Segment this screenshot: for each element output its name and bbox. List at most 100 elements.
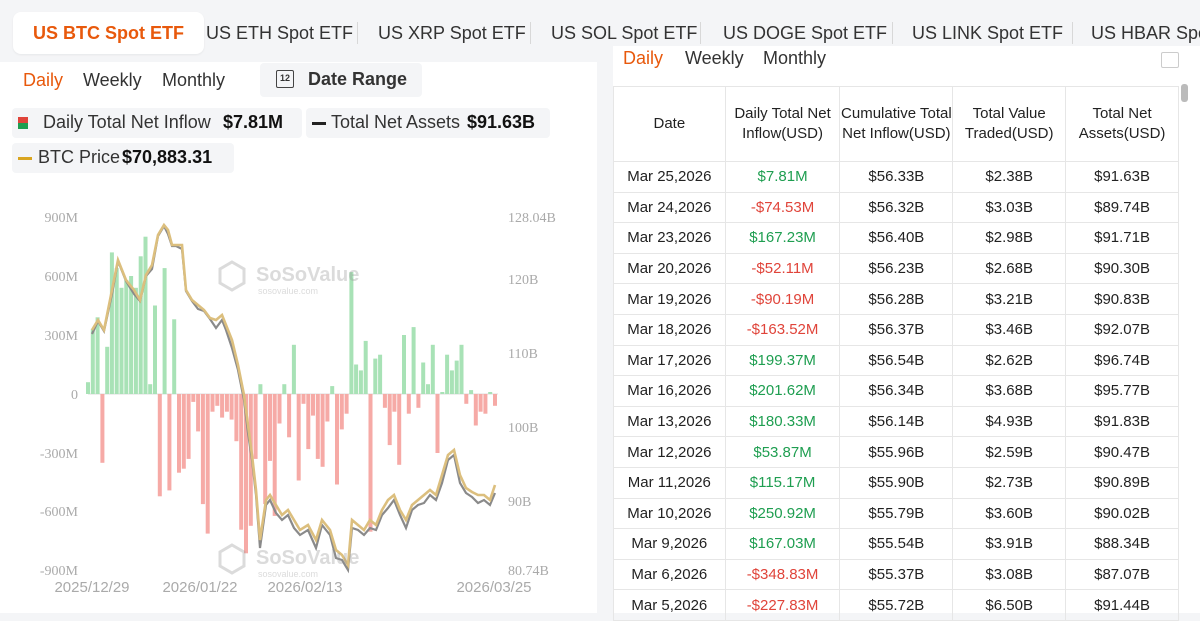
bar[interactable] xyxy=(382,394,387,408)
table-row[interactable]: Mar 5,2026 -$227.83M $55.72B $6.50B $91.44B xyxy=(613,589,1179,621)
table-row[interactable]: Mar 19,2026 -$90.19M $56.28B $3.21B $90.83B xyxy=(613,283,1179,315)
bar[interactable] xyxy=(296,394,301,481)
bar[interactable] xyxy=(493,394,497,406)
bar[interactable] xyxy=(378,354,383,394)
bar[interactable] xyxy=(459,344,464,394)
table-period-weekly[interactable]: Weekly xyxy=(685,48,744,68)
bar[interactable] xyxy=(119,287,124,394)
table-row[interactable]: Mar 10,2026 $250.92M $55.79B $3.60B $90.02B xyxy=(613,497,1179,530)
tab-us-hbar-spot-etf[interactable]: US HBAR Spot ETF xyxy=(1091,23,1200,43)
bar[interactable] xyxy=(416,394,421,408)
table-period-monthly[interactable]: Monthly xyxy=(763,48,827,68)
bar[interactable] xyxy=(301,394,306,404)
column-header-date[interactable]: Date xyxy=(613,86,726,162)
period-daily-button[interactable]: Daily xyxy=(23,70,64,90)
bar[interactable] xyxy=(148,384,153,394)
period-weekly-button[interactable]: Weekly xyxy=(83,70,142,90)
column-header-cumulative-inflow[interactable]: Cumulative Total Net Inflow(USD) xyxy=(839,86,954,162)
bar[interactable] xyxy=(86,382,90,394)
bar[interactable] xyxy=(373,358,378,394)
bar[interactable] xyxy=(153,305,157,395)
bar[interactable] xyxy=(196,394,201,432)
bar[interactable] xyxy=(181,394,186,469)
bar[interactable] xyxy=(387,394,392,446)
date-range-button[interactable]: 12 Date Range xyxy=(260,63,422,97)
bar[interactable] xyxy=(335,394,339,485)
bar[interactable] xyxy=(406,394,411,414)
table-row[interactable]: Mar 9,2026 $167.03M $55.54B $3.91B $88.34B xyxy=(613,528,1179,560)
tab-us-sol-spot-etf[interactable]: US SOL Spot ETF xyxy=(551,23,698,43)
bar[interactable] xyxy=(473,394,478,426)
bar[interactable] xyxy=(426,384,430,394)
bar[interactable] xyxy=(411,327,416,394)
legend-inflow[interactable]: Daily Total Net Inflow $7.81M xyxy=(12,108,302,138)
bar[interactable] xyxy=(325,394,330,422)
legend-assets[interactable]: Total Net Assets $91.63B xyxy=(306,108,550,138)
bar[interactable] xyxy=(263,394,268,505)
table-row[interactable]: Mar 17,2026 $199.37M $56.54B $2.62B $96.74B xyxy=(613,344,1179,377)
bar[interactable] xyxy=(421,362,426,395)
bar[interactable] xyxy=(129,276,134,394)
bar[interactable] xyxy=(114,268,119,394)
bar[interactable] xyxy=(224,394,229,412)
table-row[interactable]: Mar 18,2026 -$163.52M $56.37B $3.46B $92.07B xyxy=(613,313,1179,346)
table-row[interactable]: Mar 25,2026 $7.81M $56.33B $2.38B $91.63B xyxy=(613,161,1179,193)
table-row[interactable]: Mar 12,2026 $53.87M $55.96B $2.59B $90.47B xyxy=(613,436,1179,468)
bar[interactable] xyxy=(449,370,454,394)
bar[interactable] xyxy=(277,394,282,424)
bar[interactable] xyxy=(138,256,143,394)
bar[interactable] xyxy=(330,386,335,394)
bar[interactable] xyxy=(191,394,196,402)
column-header-value-traded[interactable]: Total Value Traded(USD) xyxy=(952,86,1067,162)
bar[interactable] xyxy=(397,394,402,465)
bar[interactable] xyxy=(109,252,114,394)
bar[interactable] xyxy=(210,394,215,412)
bar[interactable] xyxy=(488,392,493,394)
bar[interactable] xyxy=(172,319,177,394)
bar[interactable] xyxy=(100,394,105,463)
bar[interactable] xyxy=(248,394,253,526)
bar[interactable] xyxy=(124,279,129,394)
bar[interactable] xyxy=(95,317,100,394)
bar[interactable] xyxy=(143,236,148,394)
bar[interactable] xyxy=(430,344,435,394)
bar[interactable] xyxy=(464,394,469,404)
bar[interactable] xyxy=(157,394,162,497)
bar[interactable] xyxy=(90,329,95,394)
bar[interactable] xyxy=(354,364,359,395)
bar[interactable] xyxy=(291,344,296,394)
bar[interactable] xyxy=(469,390,474,394)
bar[interactable] xyxy=(358,370,363,394)
bar[interactable] xyxy=(392,394,397,412)
table-row[interactable]: Mar 6,2026 -$348.83M $55.37B $3.08B $87.07B xyxy=(613,558,1179,591)
column-header-net-assets[interactable]: Total Net Assets(USD) xyxy=(1065,86,1179,162)
bar[interactable] xyxy=(344,394,349,414)
bar[interactable] xyxy=(234,394,239,442)
bar[interactable] xyxy=(368,394,373,532)
period-monthly-button[interactable]: Monthly xyxy=(162,70,226,90)
tab-us-doge-spot-etf[interactable]: US DOGE Spot ETF xyxy=(723,23,888,43)
table-row[interactable]: Mar 23,2026 $167.23M $56.40B $2.98B $91.71B xyxy=(613,222,1179,254)
table-row[interactable]: Mar 13,2026 $180.33M $56.14B $4.93B $91.83B xyxy=(613,405,1179,438)
bar[interactable] xyxy=(239,394,244,530)
bar[interactable] xyxy=(445,354,450,394)
tab-us-eth-spot-etf[interactable]: US ETH Spot ETF xyxy=(206,23,354,43)
bar[interactable] xyxy=(483,394,488,414)
tab-us-xrp-spot-etf[interactable]: US XRP Spot ETF xyxy=(378,23,526,43)
bar[interactable] xyxy=(186,394,191,459)
table-row[interactable]: Mar 20,2026 -$52.11M $56.23B $2.68B $90.30B xyxy=(613,252,1179,285)
bar[interactable] xyxy=(349,272,354,394)
bar[interactable] xyxy=(363,340,368,394)
bar[interactable] xyxy=(282,384,287,394)
bar[interactable] xyxy=(287,394,292,438)
bar[interactable] xyxy=(200,394,205,505)
table-row[interactable]: Mar 16,2026 $201.62M $56.34B $3.68B $95.77B xyxy=(613,375,1179,407)
bar[interactable] xyxy=(253,394,258,459)
expand-icon[interactable] xyxy=(1161,52,1179,68)
bar[interactable] xyxy=(105,346,110,394)
bar[interactable] xyxy=(229,394,234,420)
bar[interactable] xyxy=(478,394,483,412)
bar[interactable] xyxy=(268,394,272,461)
column-header-daily-inflow[interactable]: Daily Total Net Inflow(USD) xyxy=(724,86,841,162)
table-period-daily[interactable]: Daily xyxy=(623,48,664,68)
